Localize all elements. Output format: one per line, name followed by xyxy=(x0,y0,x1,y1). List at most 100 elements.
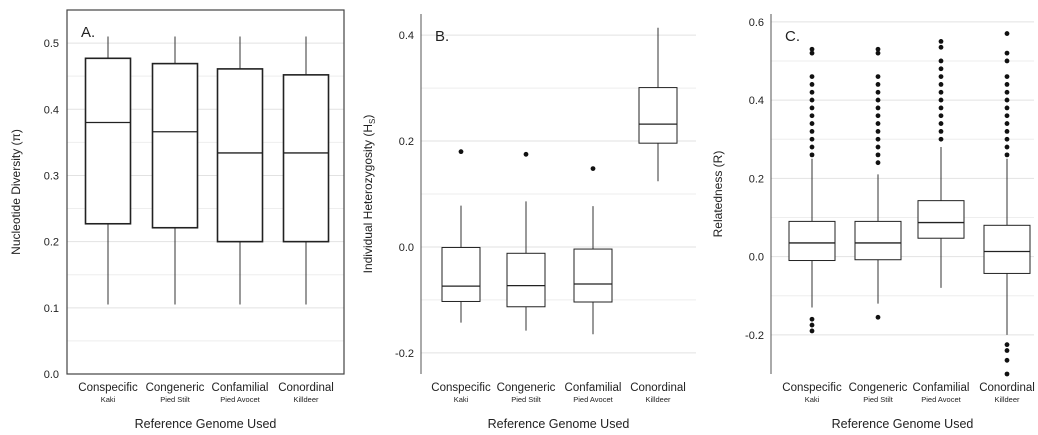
category-label: Confamilial xyxy=(565,382,622,394)
category-label: Conordinal xyxy=(979,382,1035,394)
category-label: Congeneric xyxy=(497,382,556,394)
category-label: Congeneric xyxy=(146,382,205,394)
outlier-point xyxy=(1004,74,1010,80)
y-tick-label: -0.2 xyxy=(745,330,764,342)
outlier-point xyxy=(875,50,881,56)
y-tick-label: 0.4 xyxy=(399,30,414,42)
y-axis-label: Nucleotide Diversity (π) xyxy=(9,129,23,255)
outlier-point xyxy=(875,152,881,158)
outlier-point xyxy=(875,144,881,150)
outlier-point xyxy=(1004,50,1010,56)
outlier-point xyxy=(1004,357,1010,363)
category-label: Confamilial xyxy=(212,382,269,394)
outlier-point xyxy=(875,105,881,111)
iqr-box xyxy=(84,57,132,225)
outlier-point xyxy=(1004,152,1010,158)
box-conspecific xyxy=(441,149,481,323)
iqr-box xyxy=(983,224,1031,274)
category-label: Conspecific xyxy=(431,382,491,394)
y-axis-label: Individual Heterozygosity (HS) xyxy=(361,115,377,274)
outlier-point xyxy=(809,74,815,80)
outlier-point xyxy=(938,58,944,64)
outlier-point xyxy=(1004,82,1010,87)
outlier-point xyxy=(938,113,944,119)
outlier-point xyxy=(809,113,815,119)
outlier-point xyxy=(809,89,815,95)
outlier-point xyxy=(938,66,944,72)
outlier-point xyxy=(875,113,881,119)
box-conordinal xyxy=(282,36,330,305)
box-conordinal xyxy=(638,27,678,182)
outlier-point xyxy=(938,38,944,44)
outlier-point xyxy=(1004,97,1010,103)
outlier-point xyxy=(875,128,881,134)
y-tick-label: 0.4 xyxy=(749,95,764,107)
outlier-point xyxy=(1004,113,1010,119)
category-sublabel: Kaki xyxy=(805,395,820,404)
outlier-point xyxy=(809,152,815,158)
y-tick-label: 0.1 xyxy=(44,303,59,315)
outlier-point xyxy=(875,89,881,95)
iqr-box xyxy=(854,220,902,261)
category-sublabel: Pied Avocet xyxy=(220,395,260,404)
y-tick-label: 0.3 xyxy=(44,170,59,182)
outlier-point xyxy=(809,82,815,87)
iqr-box xyxy=(917,200,965,239)
outlier-point xyxy=(1004,31,1010,36)
outlier-point xyxy=(875,82,881,87)
outlier-point xyxy=(809,136,815,142)
box-confamilial xyxy=(917,38,965,288)
y-tick-label: 0.6 xyxy=(749,17,764,29)
y-tick-label: 0.2 xyxy=(399,136,414,148)
x-axis-label: Reference Genome Used xyxy=(832,417,974,431)
outlier-point xyxy=(938,82,944,87)
category-label: Conordinal xyxy=(630,382,686,394)
outlier-point xyxy=(938,128,944,134)
category-label: Conspecific xyxy=(782,382,842,394)
iqr-box xyxy=(441,246,481,302)
y-tick-label: 0.4 xyxy=(44,104,59,116)
y-axis-label-subscript: S xyxy=(368,119,377,124)
box-conordinal xyxy=(983,31,1031,377)
outlier-point xyxy=(875,97,881,103)
outlier-point xyxy=(875,121,881,126)
outlier-point xyxy=(938,44,944,50)
outlier-point xyxy=(809,328,815,334)
outlier-point xyxy=(1004,121,1010,126)
iqr-box xyxy=(573,248,613,303)
outlier-point xyxy=(938,97,944,103)
outlier-point xyxy=(875,314,881,320)
box-confamilial xyxy=(573,166,613,335)
outlier-point xyxy=(1004,144,1010,150)
y-axis-label: Relatedness (R) xyxy=(711,151,725,238)
outlier-point xyxy=(875,160,881,166)
iqr-box xyxy=(788,220,836,262)
outlier-point xyxy=(523,151,529,157)
outlier-point xyxy=(938,121,944,126)
y-axis-label-end: ) xyxy=(361,115,375,119)
iqr-box xyxy=(282,74,330,243)
box-conspecific xyxy=(788,46,836,334)
iqr-box xyxy=(638,87,678,144)
outlier-point xyxy=(809,322,815,328)
outlier-point xyxy=(1004,371,1010,377)
category-sublabel: Pied Stilt xyxy=(160,395,191,404)
outlier-point xyxy=(809,105,815,111)
x-axis-label: Reference Genome Used xyxy=(488,417,630,431)
box-congeneric xyxy=(151,36,199,305)
iqr-box xyxy=(216,68,264,243)
box-conspecific xyxy=(84,36,132,305)
outlier-point xyxy=(1004,348,1010,353)
outlier-point xyxy=(875,136,881,142)
category-label: Confamilial xyxy=(913,382,970,394)
outlier-point xyxy=(938,74,944,80)
box-congeneric xyxy=(506,151,546,331)
category-label: Congeneric xyxy=(849,382,908,394)
panel-label: B. xyxy=(435,28,449,45)
box-congeneric xyxy=(854,46,902,320)
y-tick-label: 0.0 xyxy=(399,242,414,254)
outlier-point xyxy=(1004,58,1010,64)
outlier-point xyxy=(458,149,464,155)
category-label: Conspecific xyxy=(78,382,138,394)
